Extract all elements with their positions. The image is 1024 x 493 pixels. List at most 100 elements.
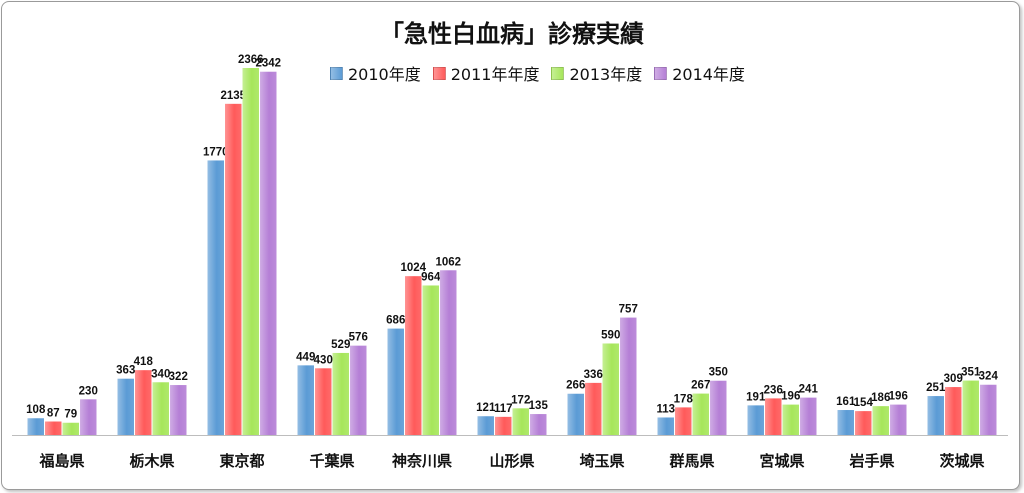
data-label: 351 <box>961 367 981 379</box>
data-label: 686 <box>386 315 405 327</box>
bar <box>765 398 782 435</box>
bar <box>567 393 584 435</box>
bar <box>170 385 187 435</box>
bar <box>332 352 349 435</box>
legend-label: 2010年度 <box>348 65 421 84</box>
data-label: 117 <box>494 403 513 415</box>
legend-swatch <box>432 66 446 80</box>
data-label: 2366 <box>238 54 264 66</box>
data-label: 161 <box>836 396 856 408</box>
category-label: 神奈川県 <box>392 452 452 470</box>
category-label: 岩手県 <box>848 452 894 470</box>
legend-swatch <box>551 66 565 80</box>
data-label: 757 <box>619 304 638 316</box>
data-label: 87 <box>47 408 60 420</box>
data-label: 121 <box>476 402 496 414</box>
category-label: 宮城県 <box>759 452 804 470</box>
bar <box>117 378 134 435</box>
category-label: 茨城県 <box>939 452 984 470</box>
bar <box>512 408 529 435</box>
data-label: 1062 <box>435 256 461 268</box>
bar <box>422 285 439 435</box>
category-label: 栃木県 <box>129 452 174 470</box>
bar <box>782 404 799 435</box>
data-label: 241 <box>799 384 819 396</box>
legend-swatch <box>654 66 668 80</box>
bar <box>855 411 872 435</box>
bar <box>405 276 422 435</box>
data-label: 196 <box>781 391 800 403</box>
bar <box>747 405 764 435</box>
bar <box>350 345 367 435</box>
data-label: 576 <box>349 332 368 344</box>
data-label: 449 <box>296 351 315 363</box>
data-label: 418 <box>134 356 154 368</box>
data-label: 266 <box>566 380 585 392</box>
bar <box>242 68 259 435</box>
bar <box>872 406 889 435</box>
data-label: 336 <box>584 369 603 381</box>
bar <box>135 370 152 435</box>
bar <box>962 380 979 435</box>
bar <box>27 418 44 435</box>
bar <box>980 384 997 435</box>
data-label: 108 <box>26 404 46 416</box>
legend-label: 2014年度 <box>672 65 745 84</box>
data-label: 324 <box>979 371 999 383</box>
bar <box>477 416 494 435</box>
bar <box>602 343 619 435</box>
bar <box>585 382 602 435</box>
data-label: 230 <box>79 385 98 397</box>
data-label: 350 <box>709 367 728 379</box>
data-label: 529 <box>331 339 350 351</box>
bar <box>837 410 854 435</box>
chart-title: 「急性白血病」診療実績 <box>380 20 644 48</box>
legend-swatch <box>330 66 343 80</box>
bar <box>945 387 962 435</box>
category-label: 福島県 <box>38 452 84 470</box>
data-label: 236 <box>764 384 783 396</box>
data-label: 79 <box>64 409 77 421</box>
data-label: 196 <box>889 391 908 403</box>
data-label: 154 <box>854 397 874 409</box>
chart-legend: 2010年度 2011年年度 2013年度 2014年度 <box>330 61 757 85</box>
category-label: 東京都 <box>219 452 264 470</box>
data-label: 251 <box>926 382 946 394</box>
bar <box>387 328 404 435</box>
data-label: 1024 <box>400 262 426 274</box>
bar <box>675 407 692 435</box>
data-label: 113 <box>656 403 675 415</box>
data-label: 964 <box>421 271 441 283</box>
bar <box>890 404 907 435</box>
bar <box>45 421 62 435</box>
data-label: 309 <box>944 373 963 385</box>
bar <box>152 382 169 435</box>
bar <box>207 160 224 436</box>
data-label: 2135 <box>220 90 246 102</box>
data-label: 430 <box>314 354 333 366</box>
bar <box>495 416 512 435</box>
data-label: 135 <box>529 400 549 412</box>
bar <box>315 368 332 435</box>
legend-item-0: 2010年度 <box>330 61 421 85</box>
category-label: 埼玉県 <box>579 452 624 470</box>
bar <box>620 317 637 435</box>
data-label: 363 <box>116 365 135 377</box>
bar <box>800 397 817 435</box>
category-label: 群馬県 <box>669 452 714 470</box>
data-label: 590 <box>601 329 620 341</box>
bar <box>692 393 709 435</box>
bar <box>440 270 457 435</box>
data-label: 191 <box>746 391 766 403</box>
bar <box>297 365 314 435</box>
category-label: 山形県 <box>489 452 534 470</box>
data-label: 2342 <box>255 58 281 70</box>
bar <box>80 399 97 435</box>
bar <box>657 417 674 435</box>
bar <box>530 414 547 435</box>
data-label: 267 <box>691 380 710 392</box>
legend-item-2: 2013年度 <box>551 61 642 85</box>
data-label: 172 <box>511 394 530 406</box>
category-label: 千葉県 <box>309 452 354 470</box>
